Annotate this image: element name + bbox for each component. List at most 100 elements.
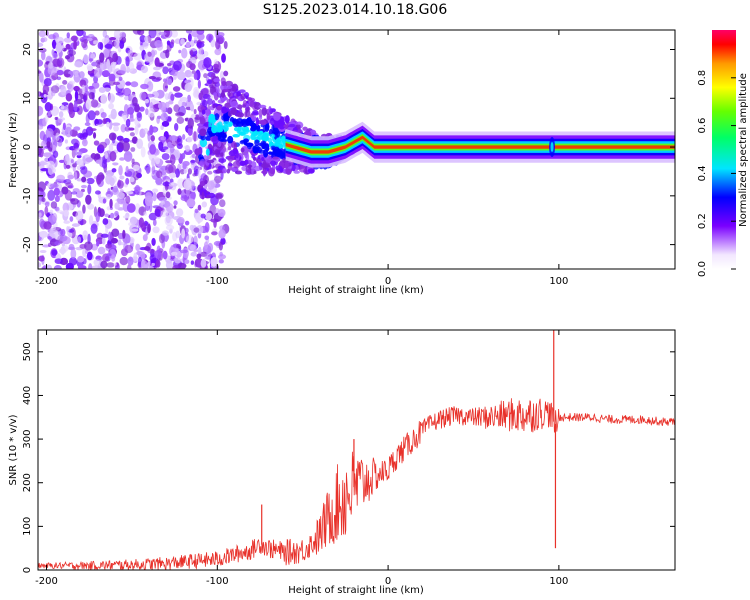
spectrogram-blob [77, 132, 84, 139]
spectrogram-blob [187, 127, 193, 136]
x-tick-label: -200 [35, 276, 58, 287]
spectrogram-blob [73, 40, 77, 50]
spectrogram-blob [193, 36, 198, 44]
y-tick-label: 10 [22, 92, 33, 105]
spectrogram-blob [64, 55, 71, 60]
spectrogram-blob [70, 191, 78, 195]
spectrogram-blob [142, 127, 149, 134]
spectrogram-blob [131, 136, 138, 144]
spectrogram-blob [218, 37, 224, 45]
y-tick-label: 100 [22, 517, 33, 536]
spectrogram-blob [109, 37, 117, 41]
spectrogram-blob [193, 130, 197, 142]
spectrogram-blob [169, 135, 178, 142]
spectrogram-blob [206, 159, 215, 164]
spectrogram-blob [172, 60, 182, 71]
spectrogram-blob [84, 122, 91, 127]
spectrogram-band [285, 133, 675, 156]
spectrogram-blob [170, 39, 175, 45]
spectrogram-blob [186, 198, 196, 208]
spectrogram-blob [171, 182, 175, 186]
snr-y-label: SNR (10 * v/v) [8, 414, 19, 485]
spectrogram-blob [118, 76, 123, 81]
spectrogram-blob [150, 50, 156, 58]
spectrogram-blob [76, 30, 84, 37]
spectrogram-blob [38, 198, 42, 205]
spectrogram-blob [66, 226, 70, 233]
spectrogram-blob [97, 246, 106, 255]
spectrogram-blob [175, 230, 181, 239]
spectrogram-blob [84, 84, 89, 93]
spectrogram-blob [127, 106, 135, 115]
colorbar-label: Normalized spectral amplitude [738, 73, 749, 227]
spectrogram-blob [78, 71, 85, 79]
spectrogram-blob [79, 79, 87, 87]
spectrogram-blob [206, 33, 214, 42]
spectrogram-blob [171, 251, 178, 256]
spectrogram-blob [215, 169, 221, 174]
spectrogram-blob [63, 37, 73, 43]
spectrogram-blob [185, 234, 194, 244]
spectrogram-blob [125, 56, 130, 67]
spectrogram-blob [47, 189, 56, 201]
spectrogram-blob [234, 170, 243, 175]
spectrogram-blob [52, 150, 59, 158]
spectrogram-blob [148, 30, 157, 39]
spectrogram-blob [165, 164, 174, 174]
spectrogram-blob [165, 191, 171, 199]
spectrogram-blob [129, 176, 135, 183]
spectrogram-blob [225, 80, 233, 87]
spectrogram-blob [119, 157, 125, 161]
spectrogram-blob [99, 52, 105, 63]
spectrogram-blob [71, 223, 80, 227]
spectrogram-blob [43, 93, 47, 98]
spectrogram-blob [86, 37, 93, 42]
spectrogram-blob [187, 168, 193, 175]
spectrogram-blob [122, 215, 130, 219]
spectrogram-blob [214, 113, 220, 121]
spectrogram-blob [215, 193, 223, 200]
spectrogram-blob [266, 167, 270, 172]
spectrogram-blob [201, 201, 208, 208]
spectrogram-blob [74, 61, 83, 68]
spectrogram-blob [48, 61, 54, 69]
spectrogram-blob [81, 39, 88, 49]
spectrogram-blob [52, 52, 58, 59]
spectrogram-blob [252, 147, 258, 154]
spectrogram-blob [102, 218, 109, 225]
spectrogram-blob [176, 71, 186, 81]
spectrogram-blob [194, 208, 199, 214]
spectrogram-blob [140, 260, 149, 269]
spectrogram-blob [75, 210, 84, 222]
spectrogram-blob [100, 233, 109, 238]
spectrogram-blob [154, 57, 160, 67]
spectrogram-blob [77, 255, 85, 263]
spectrogram-blob [77, 265, 87, 269]
spectrogram-blob [174, 257, 182, 264]
spectrogram-blob [257, 158, 262, 164]
spectrogram-blob [170, 30, 179, 38]
spectrogram-blob [52, 212, 58, 223]
spectrogram-blob [160, 136, 167, 141]
spectrogram-blob [56, 210, 64, 214]
spectrogram-blob [243, 92, 250, 98]
spectrogram-blob [73, 101, 78, 112]
spectrogram-blob [167, 78, 173, 86]
spectrogram-blob [247, 168, 251, 174]
spectrogram-blob [42, 37, 48, 42]
spectrogram-blob [74, 150, 78, 156]
spectrogram-blob [254, 139, 260, 147]
spectrogram-blob [105, 173, 113, 185]
spectrogram-blob [142, 234, 148, 242]
spectrogram-blob [285, 168, 291, 174]
spectrogram-blob [94, 67, 103, 78]
spectrogram-blob [273, 112, 281, 121]
spectrogram-blob [44, 102, 52, 112]
spectrogram-blob [72, 163, 77, 168]
spectrogram-blob [66, 82, 73, 90]
spectrogram-blob [119, 40, 125, 49]
spectrogram-blob [178, 49, 182, 54]
spectrogram-blob [187, 33, 192, 42]
spectrogram-blob [61, 102, 69, 106]
spectrogram-blob [197, 154, 204, 160]
